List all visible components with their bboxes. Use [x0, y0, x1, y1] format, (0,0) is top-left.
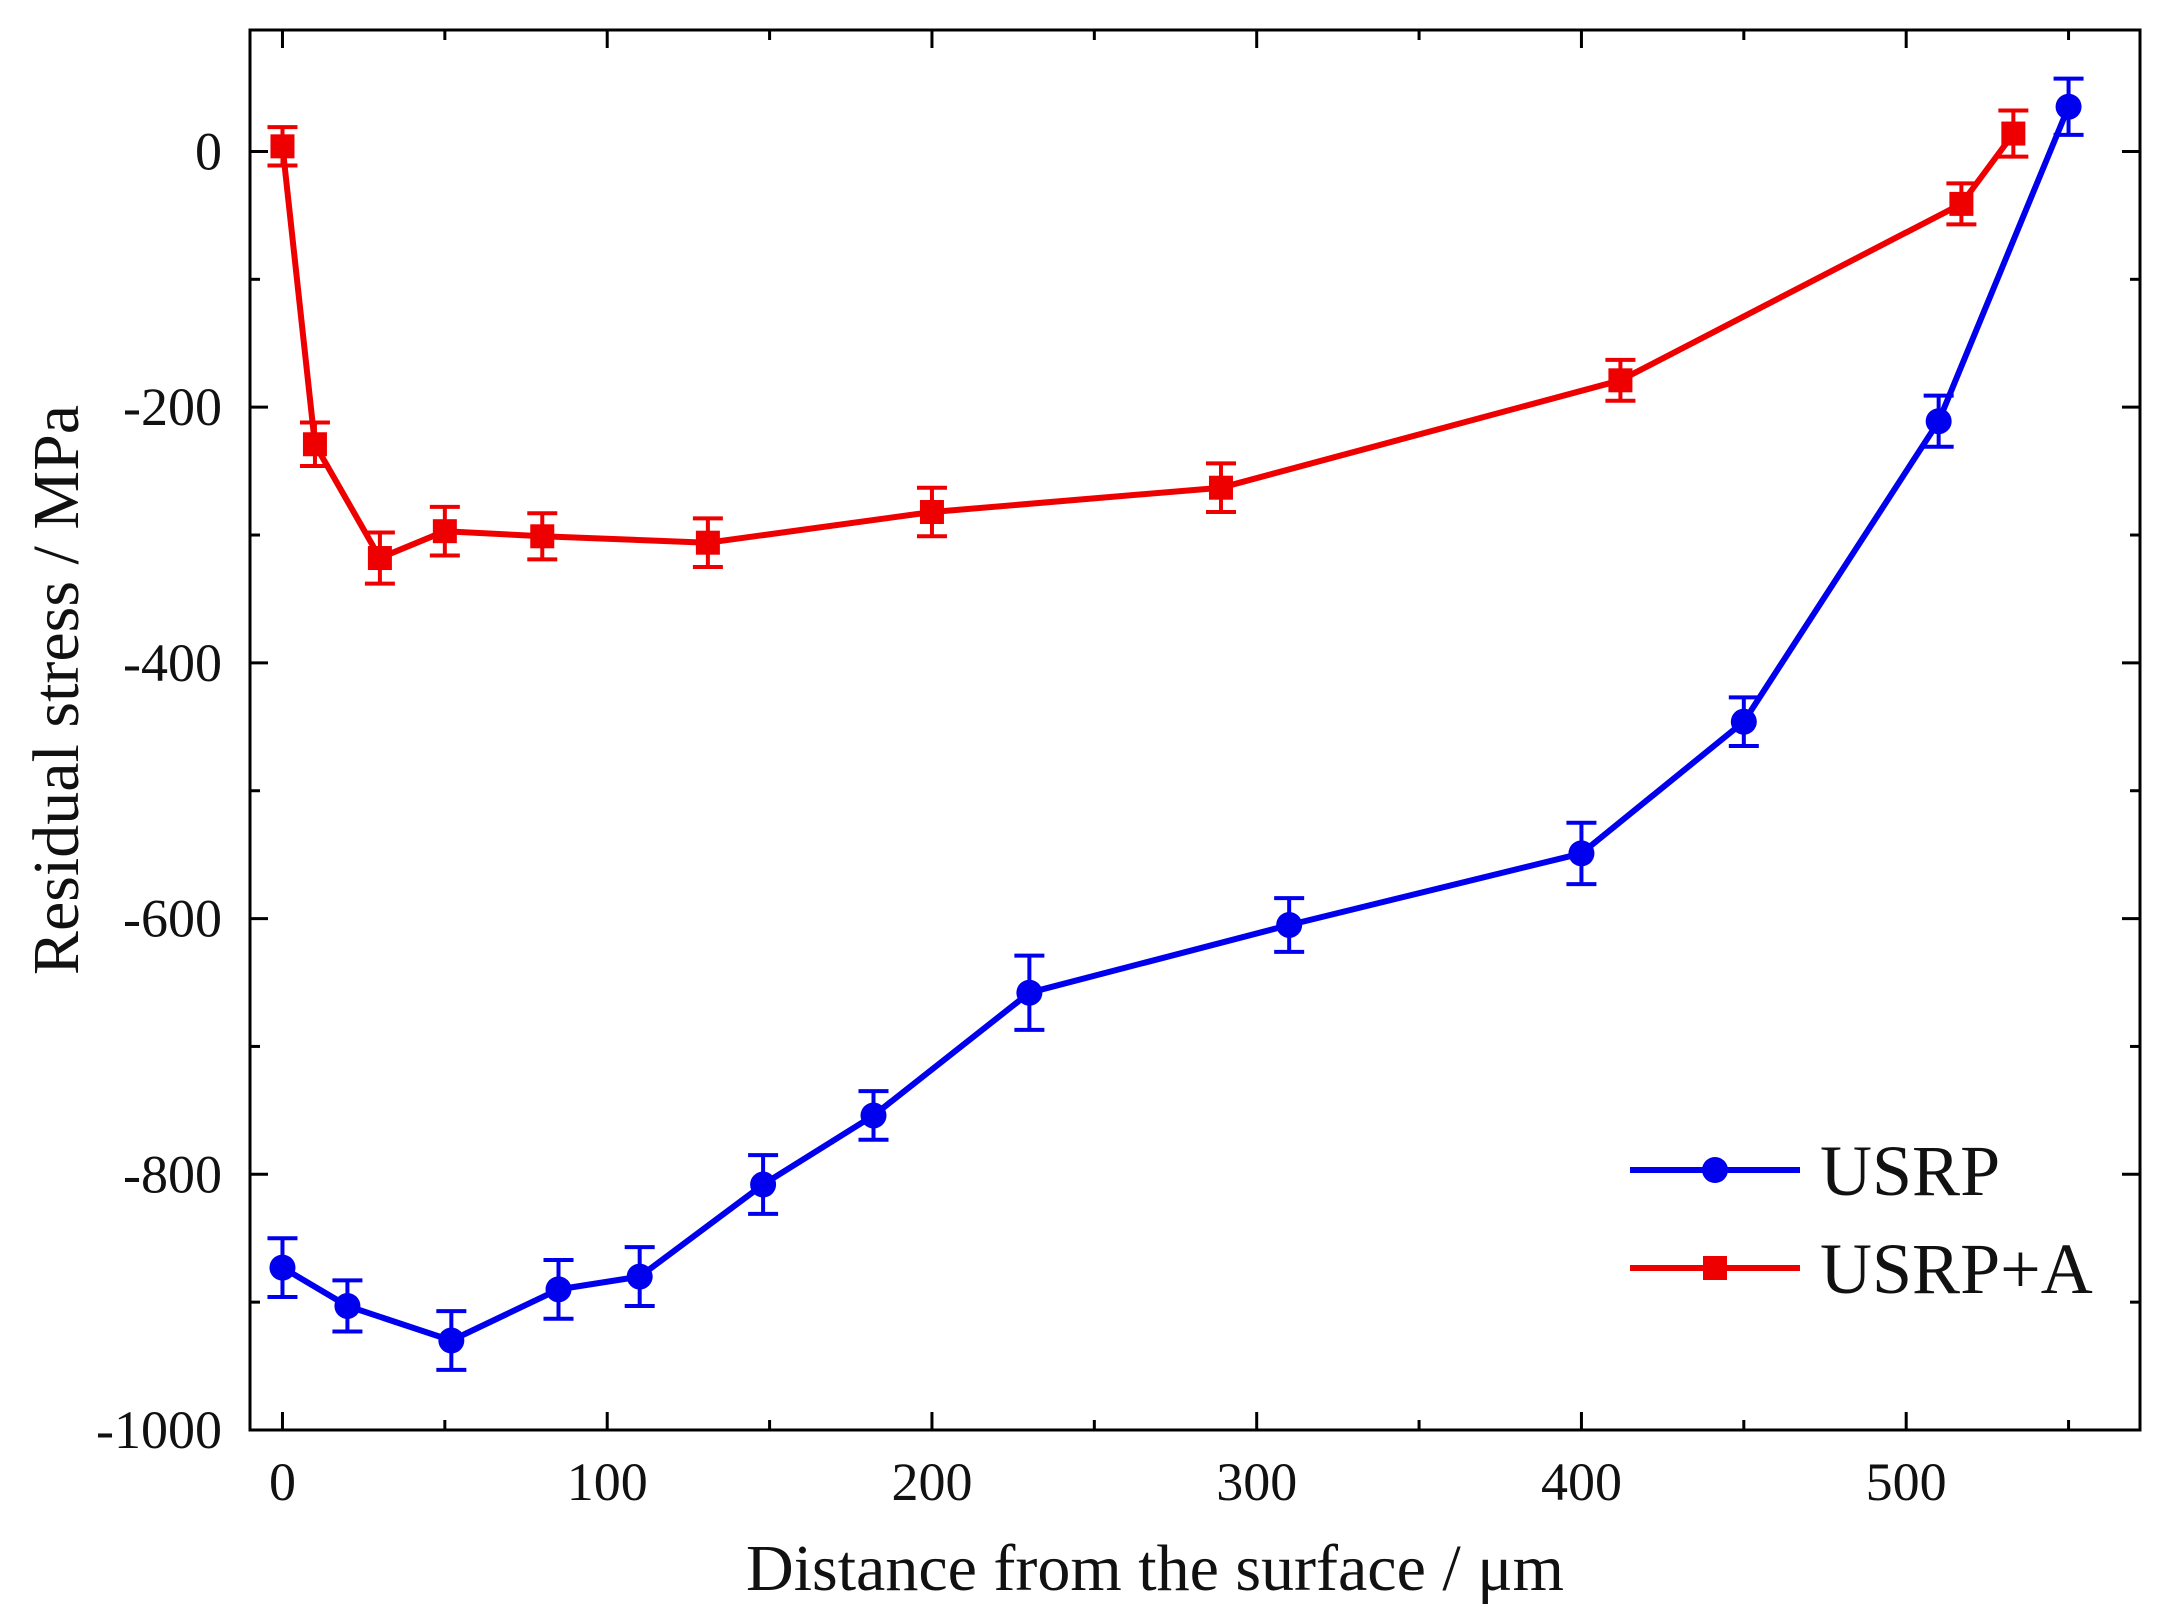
data-point [1276, 911, 1303, 938]
data-point [626, 1263, 653, 1290]
x-tick-label: 100 [567, 1452, 648, 1512]
x-tick-label: 0 [269, 1452, 296, 1512]
data-point [1208, 475, 1233, 500]
legend-marker [1702, 1157, 1728, 1183]
y-tick-label: 0 [195, 121, 222, 181]
series-usrp [267, 76, 2084, 1372]
y-axis-title: Residual stress / MPa [20, 405, 93, 975]
data-point [750, 1171, 777, 1198]
y-tick-label: -1000 [96, 1400, 222, 1460]
plot-area [248, 28, 2142, 1432]
plot-frame [248, 28, 2142, 1432]
legend-label: USRP [1820, 1131, 2000, 1211]
data-point [1925, 408, 1952, 435]
data-point [545, 1276, 572, 1303]
data-point [860, 1102, 887, 1129]
series-usrp-a [267, 108, 2029, 586]
legend-label: USRP+A [1820, 1229, 2093, 1309]
data-point [432, 519, 457, 544]
x-tick-label: 400 [1541, 1452, 1622, 1512]
y-tick-label: -800 [123, 1144, 222, 1204]
series-group [267, 76, 2084, 1372]
legend-marker [1703, 1256, 1727, 1280]
x-tick-label: 500 [1866, 1452, 1947, 1512]
data-point [269, 1254, 296, 1281]
axes: 0 100 200 300 400 500 0 -200 -400 -600 -800 -1000 Di… [20, 30, 2140, 1605]
data-point [530, 524, 555, 549]
y-tick-label: -600 [123, 889, 222, 949]
data-point [2055, 93, 2082, 120]
data-point [919, 500, 944, 525]
data-point [1730, 708, 1757, 735]
data-point [367, 546, 392, 571]
data-point [1016, 979, 1043, 1006]
y-tick-label: -200 [123, 377, 222, 437]
data-point [2001, 121, 2026, 146]
legend: USRP USRP+A [1630, 1131, 2093, 1309]
data-point [438, 1327, 465, 1354]
x-tick-label: 300 [1216, 1452, 1297, 1512]
data-point [302, 432, 327, 457]
legend-entry-usrp-a: USRP+A [1630, 1229, 2093, 1309]
data-point [1568, 840, 1595, 867]
legend-entry-usrp: USRP [1630, 1131, 2000, 1211]
x-tick-label: 200 [891, 1452, 972, 1512]
x-axis-title: Distance from the surface / μm [746, 1532, 1564, 1605]
y-tick-label: -400 [123, 633, 222, 693]
data-point [334, 1292, 361, 1319]
data-point [1608, 368, 1633, 393]
data-point [1949, 191, 1974, 216]
data-point [695, 530, 720, 555]
data-point [270, 134, 295, 159]
